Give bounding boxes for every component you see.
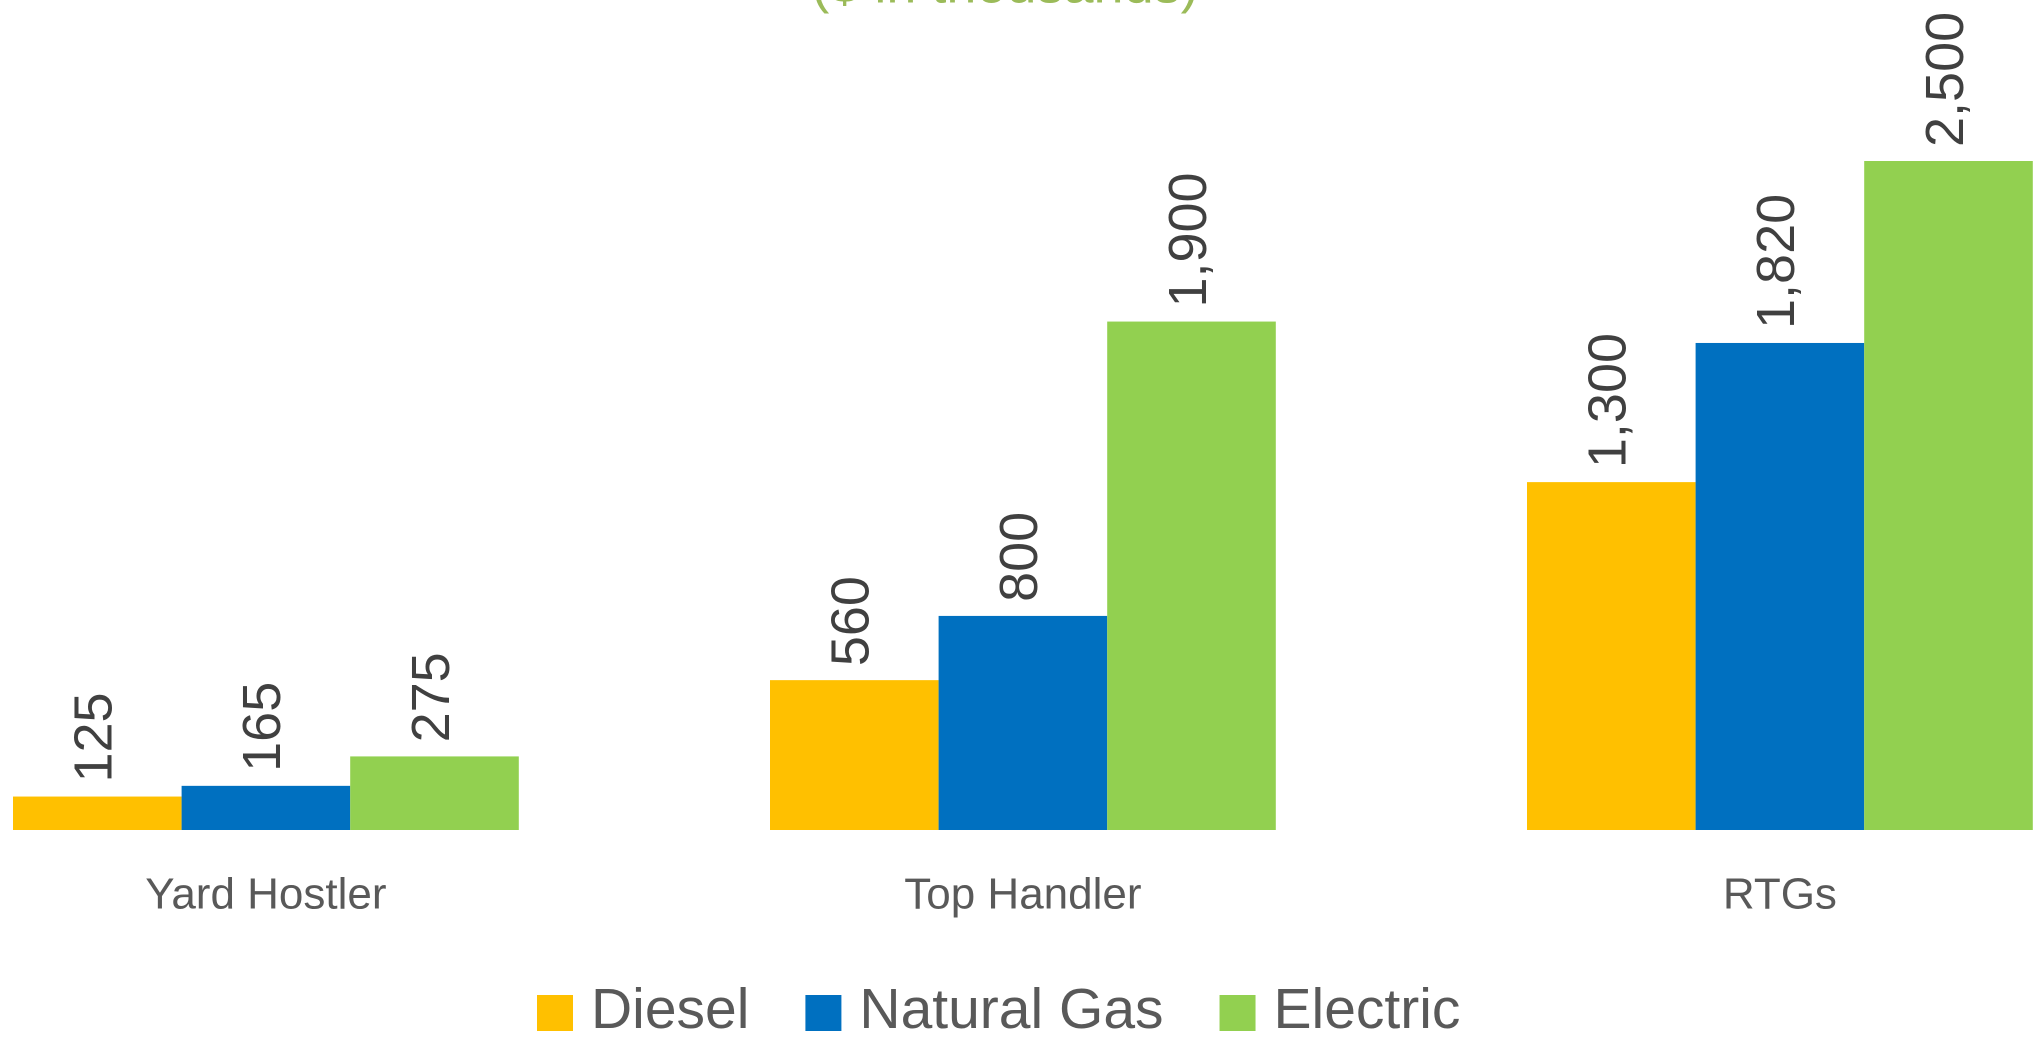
value-label: 800 [989, 512, 1049, 602]
value-label: 1,900 [1158, 172, 1218, 307]
value-label: 2,500 [1915, 12, 1975, 147]
bar [181, 785, 351, 830]
legend-swatch [1219, 995, 1256, 1031]
value-label: 275 [401, 652, 461, 742]
legend-label: Natural Gas [859, 977, 1163, 1040]
x-tick-label: RTGs [1723, 870, 1837, 919]
chart-subtitle: ($ in thousands) [811, 0, 1198, 14]
x-tick-label: Yard Hostler [145, 870, 386, 919]
legend-swatch [537, 995, 573, 1031]
bar [350, 756, 519, 830]
legend-label: Electric [1274, 977, 1461, 1040]
value-label: 560 [821, 576, 881, 666]
legend-label: Diesel [591, 977, 749, 1040]
value-label: 1,300 [1578, 333, 1638, 468]
legend-swatch [805, 995, 842, 1031]
value-label: 165 [232, 682, 292, 772]
bar [1695, 342, 1865, 830]
value-label: 1,820 [1746, 194, 1806, 329]
bar [13, 796, 182, 830]
bar [1107, 321, 1276, 830]
bar [1864, 161, 2033, 830]
bar [1527, 482, 1696, 830]
bar [938, 615, 1108, 830]
x-tick-label: Top Handler [904, 870, 1141, 919]
bar [770, 680, 939, 830]
value-label: 125 [64, 692, 124, 782]
